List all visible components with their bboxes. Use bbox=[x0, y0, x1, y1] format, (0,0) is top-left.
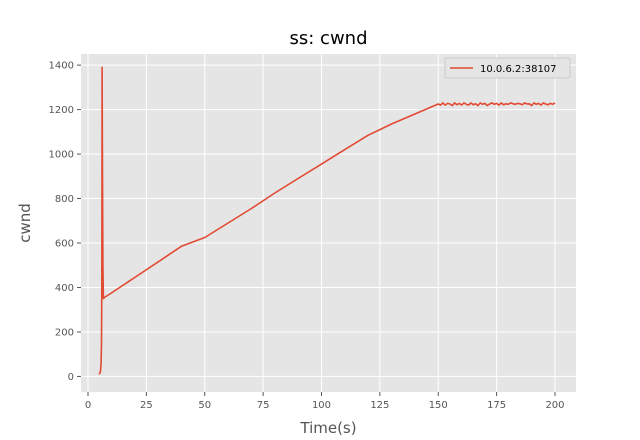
x-axis-label: Time(s) bbox=[299, 419, 356, 437]
legend-box bbox=[444, 57, 571, 79]
x-tick-label: 75 bbox=[257, 400, 270, 411]
y-axis-label: cwnd bbox=[16, 203, 34, 243]
chart-title: ss: cwnd bbox=[290, 28, 368, 49]
y-tick-label: 800 bbox=[55, 194, 74, 205]
x-tick-label: 200 bbox=[545, 400, 564, 411]
x-tick-label: 125 bbox=[370, 400, 389, 411]
plot-area bbox=[81, 54, 576, 392]
y-tick-label: 400 bbox=[55, 283, 74, 294]
y-tick-label: 1200 bbox=[49, 105, 74, 116]
legend-entry-label: 10.0.6.2:38107 bbox=[480, 64, 557, 75]
series-line bbox=[98, 66, 556, 375]
y-tick-label: 1400 bbox=[49, 61, 74, 72]
legend: 10.0.6.2:38107 bbox=[444, 57, 571, 79]
x-tick-label: 25 bbox=[140, 400, 153, 411]
x-tick-label: 0 bbox=[85, 400, 91, 411]
grid bbox=[81, 54, 576, 392]
y-tick-label: 200 bbox=[55, 327, 74, 338]
y-tick-label: 1000 bbox=[49, 150, 74, 161]
series-layer bbox=[98, 66, 556, 375]
x-tick-label: 100 bbox=[312, 400, 331, 411]
y-tick-label: 0 bbox=[68, 372, 74, 383]
ticks: 0 25 50 75 100 125 150 175 200 0 200 400 600 800 1000 1… bbox=[49, 61, 565, 411]
x-tick-label: 175 bbox=[487, 400, 506, 411]
y-tick-label: 600 bbox=[55, 239, 74, 250]
x-tick-label: 150 bbox=[429, 400, 448, 411]
x-tick-label: 50 bbox=[198, 400, 211, 411]
